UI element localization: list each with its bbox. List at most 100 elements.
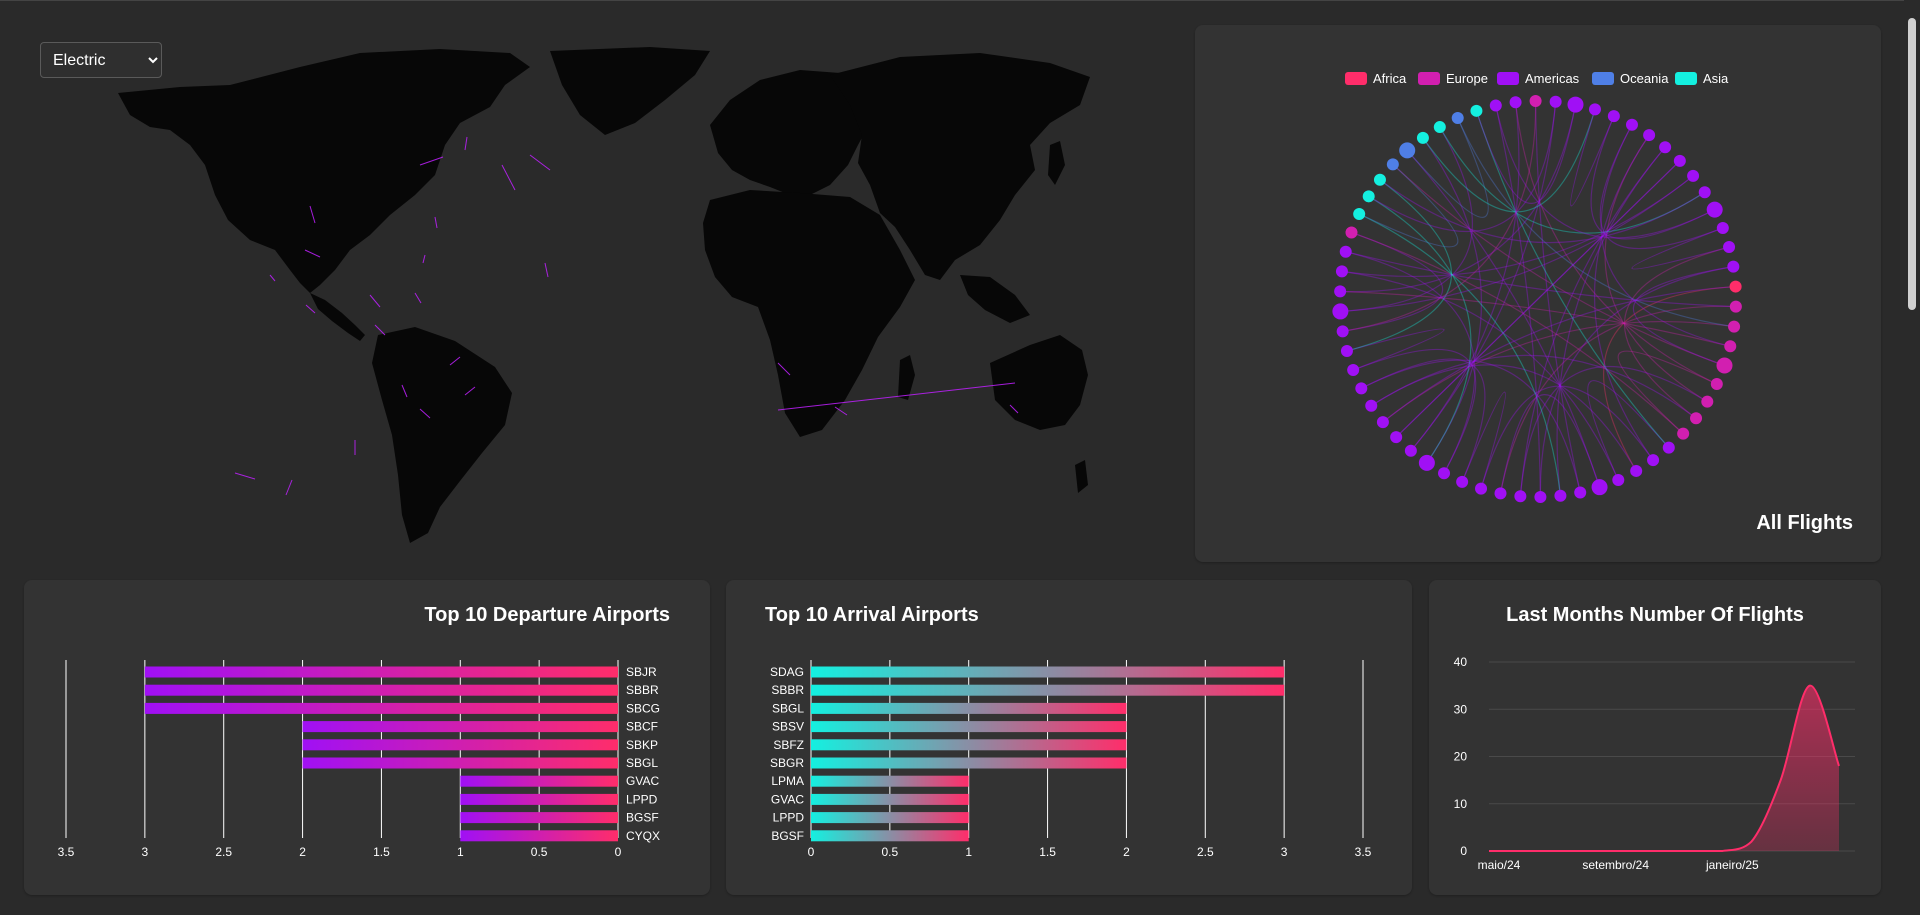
chord-link[interactable] (1410, 102, 1520, 452)
bar-BGSF[interactable] (811, 830, 969, 842)
chord-node[interactable] (1335, 265, 1348, 278)
chord-link[interactable] (1351, 231, 1684, 435)
chord-node[interactable] (1451, 112, 1464, 125)
chord-node[interactable] (1404, 444, 1417, 457)
chord-link[interactable] (1600, 124, 1731, 347)
chord-link[interactable] (1439, 126, 1706, 234)
chord-link[interactable] (1342, 101, 1537, 332)
bar-GVAC[interactable] (460, 775, 618, 787)
chord-node[interactable] (1475, 482, 1488, 495)
chord-node[interactable] (1706, 201, 1723, 218)
chord-link[interactable] (1603, 285, 1736, 472)
chord-node[interactable] (1399, 142, 1416, 159)
chord-link[interactable] (1342, 231, 1444, 332)
chord-node[interactable] (1567, 96, 1584, 113)
chord-link[interactable] (1534, 101, 1581, 493)
bar-LPPD[interactable] (811, 812, 969, 824)
chord-link[interactable] (1519, 146, 1666, 497)
chord-link[interactable] (1495, 105, 1542, 497)
chord-link[interactable] (1593, 134, 1654, 461)
legend-item-oceania[interactable]: Oceania (1592, 71, 1668, 86)
bar-SBCG[interactable] (144, 702, 618, 714)
chord-link[interactable] (1382, 285, 1736, 423)
chord-node[interactable] (1710, 378, 1723, 391)
chord-link[interactable] (1632, 266, 1734, 367)
chord-node[interactable] (1362, 190, 1375, 203)
chord-node[interactable] (1334, 285, 1347, 298)
chord-node[interactable] (1549, 95, 1562, 108)
chord-node[interactable] (1588, 103, 1601, 116)
chord-link[interactable] (1370, 354, 1697, 419)
bar-BGSF[interactable] (460, 812, 618, 824)
bar-SDAG[interactable] (811, 666, 1285, 678)
chord-node[interactable] (1612, 473, 1625, 486)
chord-node[interactable] (1416, 131, 1429, 144)
chord-link[interactable] (1587, 380, 1670, 481)
legend-item-asia[interactable]: Asia (1675, 71, 1728, 86)
chord-link[interactable] (1410, 101, 1557, 452)
chord-link[interactable] (1340, 126, 1473, 313)
chord-node[interactable] (1607, 110, 1620, 123)
chord-node[interactable] (1727, 260, 1740, 273)
chord-node[interactable] (1365, 399, 1378, 412)
legend-item-africa[interactable]: Africa (1345, 71, 1406, 86)
chord-node[interactable] (1353, 207, 1366, 220)
chord-node[interactable] (1690, 412, 1703, 425)
bar-SBBR[interactable] (144, 684, 618, 696)
chord-node[interactable] (1687, 169, 1700, 182)
chord-link[interactable] (1539, 266, 1734, 497)
chord-link[interactable] (1422, 137, 1483, 464)
chord-node[interactable] (1386, 158, 1399, 171)
chord-link[interactable] (1358, 213, 1562, 496)
chord-node[interactable] (1574, 486, 1587, 499)
chord-node[interactable] (1332, 303, 1349, 320)
chord-link[interactable] (1370, 364, 1637, 472)
chord-diagram[interactable] (1195, 95, 1881, 525)
chord-link[interactable] (1604, 134, 1708, 403)
chord-link[interactable] (1617, 350, 1718, 435)
chord-link[interactable] (1590, 115, 1715, 240)
bar-CYQX[interactable] (460, 830, 618, 842)
chord-link[interactable] (1341, 175, 1694, 278)
chord-link[interactable] (1382, 320, 1735, 423)
chord-link[interactable] (1495, 105, 1715, 239)
chord-node[interactable] (1339, 245, 1352, 258)
chord-link[interactable] (1368, 101, 1557, 232)
chord-link[interactable] (1475, 110, 1670, 449)
bar-SBGL[interactable] (811, 702, 1127, 714)
chord-link[interactable] (1341, 270, 1619, 481)
chord-link[interactable] (1461, 391, 1507, 489)
chord-node[interactable] (1336, 325, 1349, 338)
chord-link[interactable] (1556, 146, 1666, 496)
bar-SBGL[interactable] (302, 757, 618, 769)
chord-node[interactable] (1390, 431, 1403, 444)
chord-link[interactable] (1514, 102, 1718, 385)
chord-link[interactable] (1340, 104, 1577, 293)
bar-GVAC[interactable] (811, 793, 969, 805)
scrollbar-thumb[interactable] (1908, 18, 1916, 310)
chord-link[interactable] (1569, 109, 1615, 207)
chord-link[interactable] (1422, 109, 1596, 213)
chord-node[interactable] (1514, 490, 1527, 503)
bar-SBGR[interactable] (811, 757, 1127, 769)
chord-link[interactable] (1345, 251, 1736, 308)
chord-node[interactable] (1534, 490, 1547, 503)
chord-node[interactable] (1433, 121, 1446, 134)
bar-SBKP[interactable] (302, 739, 618, 751)
chord-node[interactable] (1509, 96, 1522, 109)
bar-SBFZ[interactable] (811, 739, 1127, 751)
chord-node[interactable] (1554, 489, 1567, 502)
chord-link[interactable] (1519, 366, 1708, 497)
chord-node[interactable] (1659, 141, 1672, 154)
chord-link[interactable] (1392, 163, 1725, 367)
legend-item-europe[interactable]: Europe (1418, 71, 1488, 86)
chord-node[interactable] (1438, 467, 1451, 480)
chord-link[interactable] (1623, 246, 1730, 419)
chord-node[interactable] (1355, 382, 1368, 395)
chord-link[interactable] (1346, 328, 1445, 371)
map-style-select[interactable]: Electric (40, 42, 162, 78)
legend-item-americas[interactable]: Americas (1497, 71, 1579, 86)
chord-link[interactable] (1480, 385, 1654, 489)
chord-node[interactable] (1591, 479, 1608, 496)
chord-link[interactable] (1457, 117, 1735, 328)
